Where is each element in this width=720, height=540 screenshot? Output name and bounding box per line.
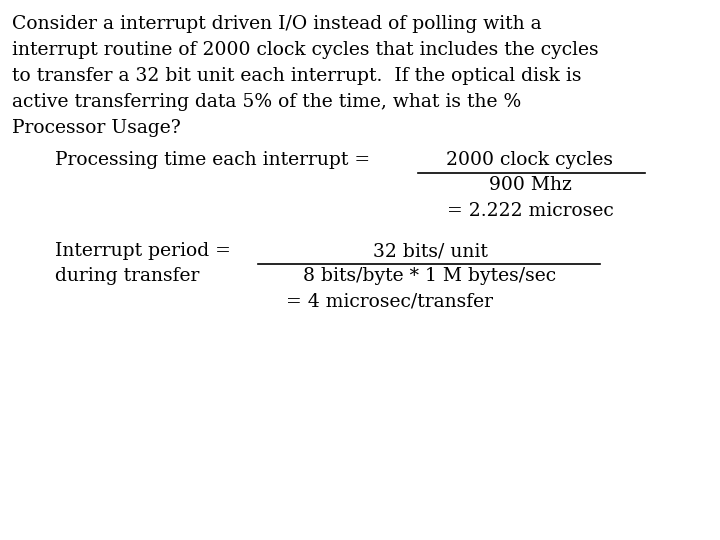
Text: 8 bits/byte * 1 M bytes/sec: 8 bits/byte * 1 M bytes/sec xyxy=(303,267,557,285)
Text: Processing time each interrupt =: Processing time each interrupt = xyxy=(55,151,370,169)
Text: Processor Usage?: Processor Usage? xyxy=(12,119,181,137)
Text: Interrupt period =: Interrupt period = xyxy=(55,242,231,260)
Text: = 4 microsec/transfer: = 4 microsec/transfer xyxy=(287,293,493,311)
Text: 32 bits/ unit: 32 bits/ unit xyxy=(372,242,487,260)
Text: = 2.222 microsec: = 2.222 microsec xyxy=(446,202,613,220)
Text: to transfer a 32 bit unit each interrupt.  If the optical disk is: to transfer a 32 bit unit each interrupt… xyxy=(12,67,582,85)
Text: active transferring data 5% of the time, what is the %: active transferring data 5% of the time,… xyxy=(12,93,521,111)
Text: 900 Mhz: 900 Mhz xyxy=(489,176,572,194)
Text: interrupt routine of 2000 clock cycles that includes the cycles: interrupt routine of 2000 clock cycles t… xyxy=(12,41,598,59)
Text: 2000 clock cycles: 2000 clock cycles xyxy=(446,151,613,169)
Text: during transfer: during transfer xyxy=(55,267,199,285)
Text: Consider a interrupt driven I/O instead of polling with a: Consider a interrupt driven I/O instead … xyxy=(12,15,541,33)
